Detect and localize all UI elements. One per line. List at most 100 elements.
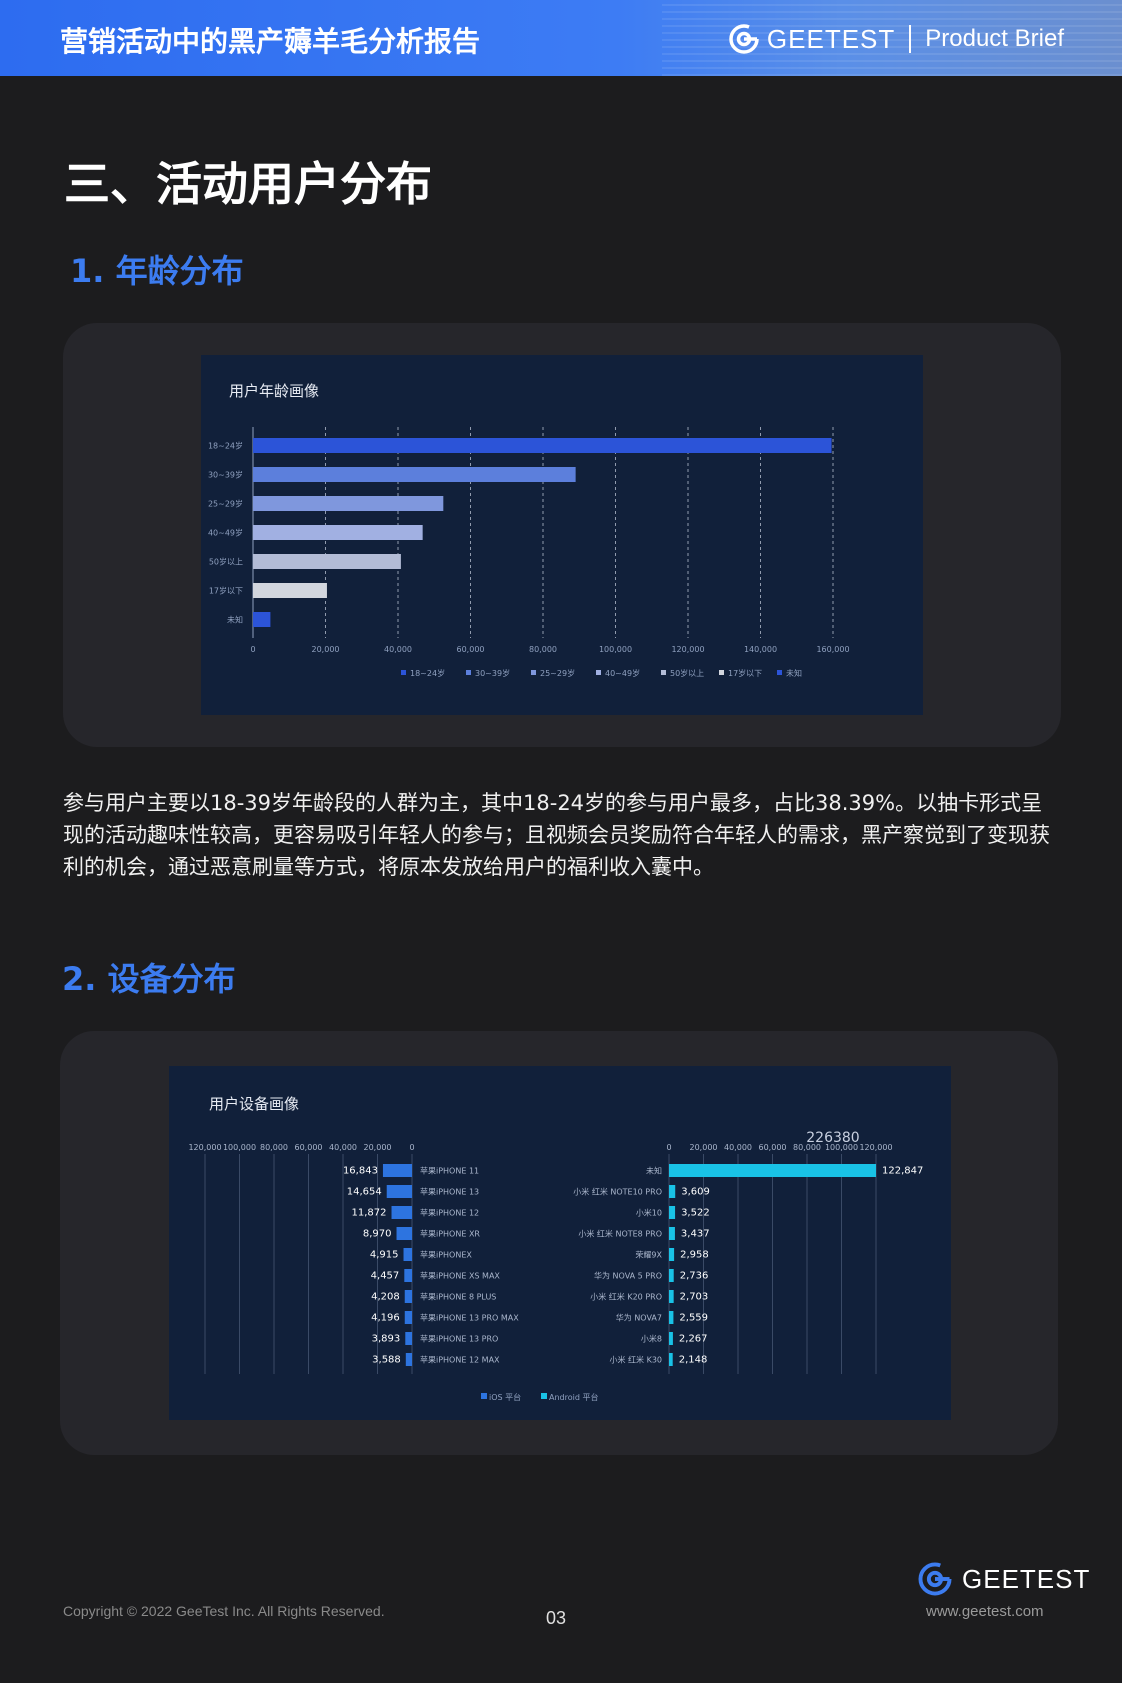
device-x-tick-right: 80,000: [793, 1143, 821, 1152]
age-legend-label: 40~49岁: [605, 668, 640, 678]
device-chart-card: 用户设备画像 226380 120,000 100,000 80,000 60,000 4…: [60, 1031, 1058, 1455]
age-chart-title: 用户年龄画像: [229, 382, 320, 400]
android-bar: [669, 1248, 675, 1261]
age-analysis-paragraph: 参与用户主要以18-39岁年龄段的人群为主，其中18-24岁的参与用户最多，占比…: [63, 791, 1050, 879]
device-x-tick-right: 120,000: [859, 1143, 892, 1152]
android-bar-value: 3,437: [681, 1229, 710, 1240]
android-bar: [669, 1227, 675, 1240]
android-device-label: 小米10: [636, 1208, 662, 1218]
ios-device-label: 苹果iPHONEX: [420, 1250, 472, 1260]
age-chart-card: 用户年龄画像 0 20,000 40,000 60,000 80,000 100,000 1…: [63, 323, 1061, 747]
android-bar-value: 122,847: [882, 1166, 923, 1177]
device-chart-panel: 用户设备画像 226380 120,000 100,000 80,000 60,000 4…: [169, 1066, 951, 1420]
page-header: 营销活动中的黑产薅羊毛分析报告 GEETEST Product Brief: [0, 0, 1122, 76]
android-bar: [669, 1269, 674, 1282]
device-x-tick-left: 100,000: [223, 1143, 256, 1152]
age-category-label: 40~49岁: [208, 528, 243, 538]
age-x-tick-label: 60,000: [457, 645, 485, 654]
footer-copyright: Copyright © 2022 GeeTest Inc. All Rights…: [63, 1603, 385, 1619]
ios-bar: [404, 1269, 412, 1282]
android-device-label: 小米 红米 NOTE10 PRO: [573, 1187, 662, 1197]
age-bar: [253, 438, 832, 453]
age-x-tick-label: 0: [250, 645, 255, 654]
device-x-tick-left: 20,000: [364, 1143, 392, 1152]
device-legend-swatch-android: [541, 1393, 547, 1399]
device-x-tick-left: 60,000: [295, 1143, 323, 1152]
age-legend-label: 17岁以下: [728, 668, 762, 678]
device-legend-label-android: Android 平台: [549, 1392, 598, 1402]
footer-url: www.geetest.com: [926, 1603, 1044, 1620]
header-brand: GEETEST Product Brief: [727, 22, 1064, 56]
ios-bar-value: 3,893: [372, 1334, 401, 1345]
ios-device-label: 苹果iPHONE XR: [420, 1229, 480, 1239]
device-x-tick-right: 40,000: [724, 1143, 752, 1152]
ios-device-label: 苹果iPHONE 13 PRO MAX: [420, 1313, 519, 1323]
android-bar: [669, 1332, 673, 1345]
page-number: 03: [546, 1608, 567, 1628]
android-device-label: 荣耀9X: [635, 1250, 662, 1260]
ios-bar-value: 8,970: [363, 1229, 392, 1240]
age-legend-swatch: [466, 670, 471, 675]
age-category-label: 50岁以上: [209, 557, 243, 567]
age-legend-label: 未知: [786, 668, 802, 678]
ios-bar: [403, 1248, 412, 1261]
device-x-tick-right: 100,000: [825, 1143, 858, 1152]
device-x-tick-right: 60,000: [759, 1143, 787, 1152]
footer-brand: GEETEST: [916, 1560, 1090, 1598]
android-bar: [669, 1353, 673, 1366]
device-chart-title: 用户设备画像: [209, 1095, 300, 1113]
ios-bar-value: 14,654: [347, 1187, 382, 1198]
age-bar: [253, 554, 401, 569]
android-device-label: 未知: [646, 1166, 662, 1176]
ios-bar: [405, 1353, 412, 1366]
age-x-tick-label: 80,000: [529, 645, 557, 654]
ios-bar: [391, 1206, 412, 1219]
age-chart-panel: 用户年龄画像 0 20,000 40,000 60,000 80,000 100,000 1…: [201, 355, 923, 715]
device-x-tick-left: 80,000: [260, 1143, 288, 1152]
age-section-heading: 1. 年龄分布: [70, 252, 244, 290]
age-bar: [253, 525, 423, 540]
ios-bar-value: 4,208: [371, 1292, 400, 1303]
ios-bar: [405, 1332, 412, 1345]
age-category-label: 25~29岁: [208, 499, 243, 509]
ios-bar: [382, 1164, 412, 1177]
age-bar-chart: 0 20,000 40,000 60,000 80,000 100,000 120,000 1…: [208, 427, 850, 678]
age-category-label: 30~39岁: [208, 470, 243, 480]
device-x-tick-left: 40,000: [329, 1143, 357, 1152]
age-bar: [253, 467, 576, 482]
age-x-tick-label: 20,000: [312, 645, 340, 654]
device-x-tick-left: 0: [409, 1143, 414, 1152]
age-category-label: 18~24岁: [208, 441, 243, 451]
brand-name: GEETEST: [766, 23, 896, 54]
age-legend-swatch: [401, 670, 406, 675]
device-legend-swatch-ios: [481, 1393, 487, 1399]
android-bar: [669, 1206, 676, 1219]
android-bar-value: 3,609: [681, 1187, 710, 1198]
age-category-label: 未知: [227, 615, 243, 625]
ios-device-label: 苹果iPHONE 13 PRO: [420, 1334, 498, 1344]
section-title: 三、活动用户分布: [64, 157, 432, 211]
age-bar: [253, 496, 444, 511]
android-bar: [669, 1290, 674, 1303]
age-bar: [253, 583, 327, 598]
product-brief-label: Product Brief: [925, 25, 1064, 52]
geetest-logo-icon: [729, 24, 759, 54]
device-legend-label-ios: iOS 平台: [489, 1392, 521, 1402]
age-legend-label: 18~24岁: [410, 668, 445, 678]
brand-divider: [909, 25, 912, 53]
ios-bar: [404, 1290, 412, 1303]
ios-device-label: 苹果iPHONE 12: [420, 1208, 479, 1218]
ios-bar: [396, 1227, 412, 1240]
geetest-logo-icon: [918, 1562, 952, 1596]
ios-bar: [404, 1311, 412, 1324]
age-x-tick-label: 100,000: [599, 645, 632, 654]
android-bar-value: 2,958: [680, 1250, 709, 1261]
ios-device-label: 苹果iPHONE 8 PLUS: [420, 1292, 496, 1302]
device-x-tick-right: 20,000: [690, 1143, 718, 1152]
device-section-heading: 2. 设备分布: [62, 960, 236, 998]
age-category-label: 17岁以下: [209, 586, 243, 596]
ios-bar: [386, 1185, 412, 1198]
age-x-tick-label: 160,000: [816, 645, 849, 654]
android-bar: [669, 1185, 676, 1198]
